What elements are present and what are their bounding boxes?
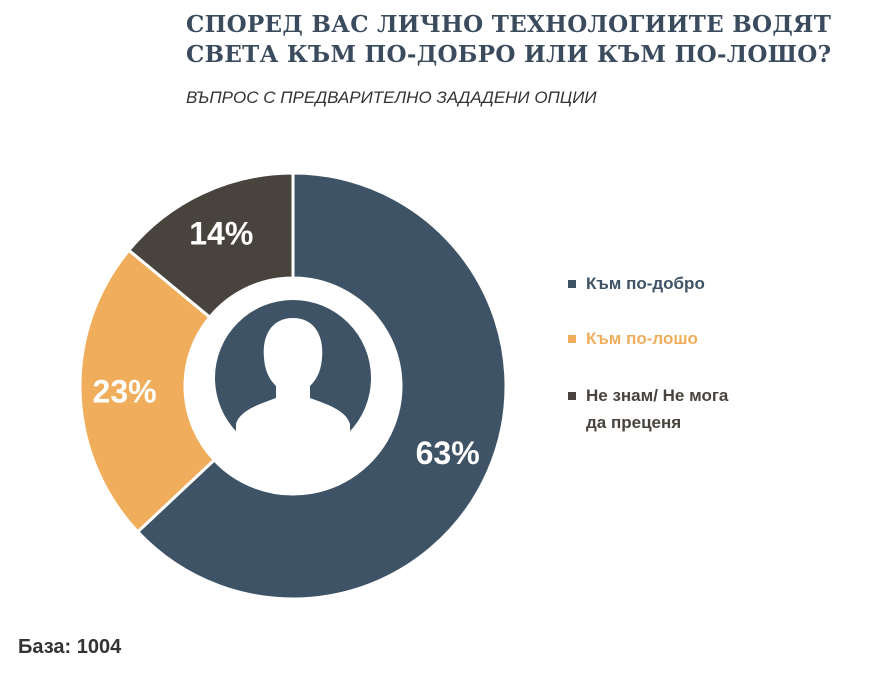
slice-better [135,171,508,601]
legend-label-better: Към по-добро [586,274,705,293]
person-silhouette-icon [215,300,371,459]
slice-worse [78,248,217,534]
donut-slices [78,171,508,601]
slice-labels: 63% 23% 14% [93,216,480,471]
slice-label-dont-know: 14% [189,216,253,252]
chart-title-line-2: СВЕТА КЪМ ПО-ДОБРО ИЛИ КЪМ ПО-ЛОШО? [186,41,832,68]
legend-item-worse: Към по-лошо [568,325,698,352]
slice-dont-know [126,171,295,320]
slice-label-worse: 23% [93,373,157,409]
chart-title-line-1: СПОРЕД ВАС ЛИЧНО ТЕХНОЛОГИИТЕ ВОДЯТ [186,11,832,38]
chart-title: СПОРЕД ВАС ЛИЧНО ТЕХНОЛОГИИТЕ ВОДЯТ СВЕТ… [186,10,846,70]
legend-item-dont-know: Не знам/ Не мога да преценя [568,382,728,436]
chart-subtitle: ВЪПРОС С ПРЕДВАРИТЕЛНО ЗАДАДЕНИ ОПЦИИ [186,88,597,107]
legend-label-worse: Към по-лошо [586,329,698,348]
base-label: База: 1004 [18,636,122,658]
legend-label-dont-know-line-1: Не знам/ Не мога [586,386,729,405]
legend-swatch-worse [568,335,576,343]
legend-label-dont-know-line-2: да преценя [586,413,682,432]
legend-swatch-better [568,280,576,288]
legend-swatch-dont-know [568,392,576,400]
slice-label-better: 63% [416,435,480,471]
legend-item-better: Към по-добро [568,270,705,297]
